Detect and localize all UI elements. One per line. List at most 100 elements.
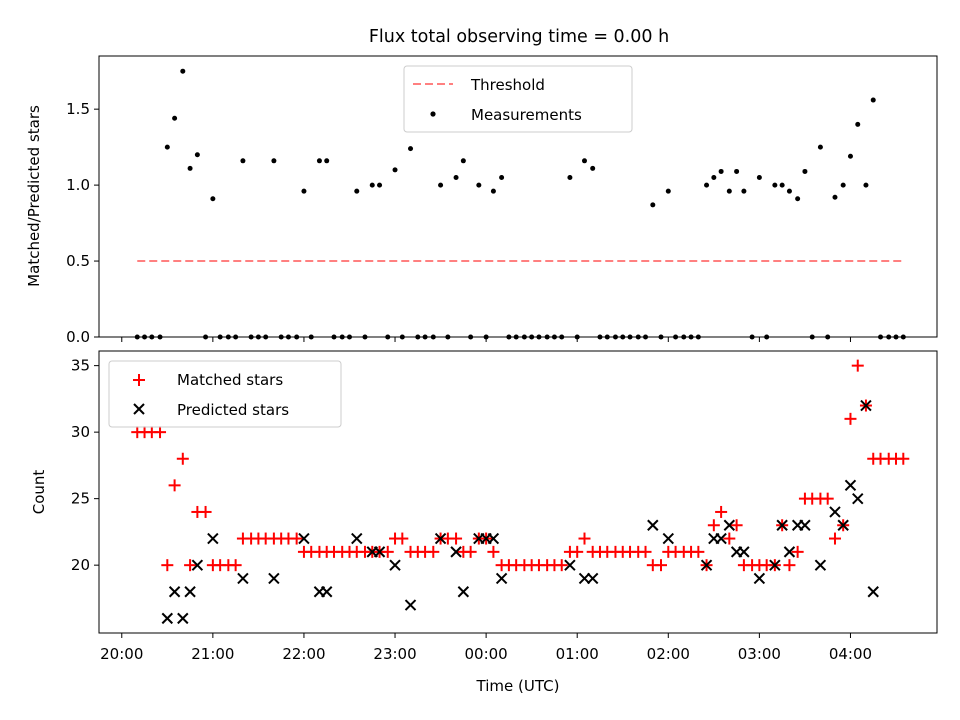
measurement-point bbox=[324, 158, 330, 164]
matched-star-point bbox=[828, 532, 841, 545]
predicted-star-point bbox=[268, 572, 280, 585]
measurement-point bbox=[453, 175, 459, 181]
matched-star-point bbox=[851, 359, 864, 372]
predicted-star-point bbox=[776, 519, 788, 531]
matched-star-point bbox=[897, 452, 910, 465]
measurement-point bbox=[210, 196, 216, 202]
bottom-x-tick-label: 02:00 bbox=[647, 645, 690, 663]
measurement-point bbox=[870, 97, 876, 103]
measurement-point bbox=[172, 115, 178, 121]
measurement-point bbox=[408, 146, 414, 152]
predicted-star-point bbox=[837, 519, 849, 531]
bottom-y-tick-label: 20 bbox=[71, 556, 90, 574]
matched-star-point bbox=[707, 519, 720, 532]
matched-star-point bbox=[184, 559, 197, 572]
matched-star-points bbox=[131, 359, 910, 572]
measurement-point bbox=[369, 182, 375, 188]
matched-star-point bbox=[783, 559, 796, 572]
top-y-tick-label: 1.5 bbox=[66, 100, 90, 118]
measurement-point bbox=[180, 68, 186, 74]
measurement-point bbox=[802, 168, 808, 174]
matched-star-point bbox=[176, 452, 189, 465]
measurement-point bbox=[194, 152, 200, 158]
bottom-x-tick-label: 04:00 bbox=[829, 645, 872, 663]
measurement-point bbox=[726, 188, 732, 194]
predicted-star-point bbox=[457, 586, 470, 598]
predicted-star-point bbox=[799, 519, 811, 531]
predicted-star-point bbox=[852, 492, 864, 505]
matched-star-point bbox=[844, 412, 857, 425]
measurement-point bbox=[438, 182, 444, 188]
predicted-star-point bbox=[753, 572, 766, 585]
predicted-star-point bbox=[389, 559, 401, 571]
measurement-point bbox=[392, 167, 398, 173]
matched-star-point bbox=[199, 505, 212, 518]
matched-star-point bbox=[168, 479, 181, 492]
predicted-star-point bbox=[351, 532, 363, 545]
predicted-star-point bbox=[662, 532, 675, 545]
legend-threshold-label: Threshold bbox=[470, 76, 545, 94]
predicted-star-point bbox=[237, 572, 249, 585]
bottom-legend: Matched stars Predicted stars bbox=[108, 360, 342, 428]
matched-star-point bbox=[639, 545, 652, 558]
bottom-x-tick-label: 21:00 bbox=[191, 645, 234, 663]
matched-star-point bbox=[821, 492, 834, 505]
predicted-star-point bbox=[207, 532, 219, 545]
measurement-point bbox=[832, 194, 838, 200]
predicted-star-point bbox=[168, 586, 181, 598]
measurement-point bbox=[863, 182, 869, 188]
legend-measurement-swatch bbox=[430, 111, 436, 117]
matched-star-point bbox=[571, 545, 584, 558]
measurement-point bbox=[581, 158, 587, 164]
predicted-star-point bbox=[404, 599, 417, 611]
measurement-point bbox=[590, 165, 596, 171]
predicted-star-point bbox=[829, 506, 841, 518]
matched-star-point bbox=[290, 532, 303, 545]
bottom-x-tick-label: 03:00 bbox=[738, 645, 781, 663]
top-panel: Flux total observing time = 0.00 h Match… bbox=[25, 27, 938, 346]
matched-star-point bbox=[692, 545, 705, 558]
predicted-star-point bbox=[191, 559, 204, 571]
measurement-point bbox=[734, 168, 740, 174]
measurement-point bbox=[665, 188, 671, 194]
legend-predicted-label: Predicted stars bbox=[177, 401, 289, 419]
matched-star-point bbox=[427, 545, 440, 558]
predicted-star-point bbox=[434, 532, 447, 545]
matched-star-point bbox=[154, 426, 167, 439]
bottom-plot-frame bbox=[98, 350, 938, 634]
matched-star-point bbox=[450, 532, 463, 545]
predicted-star-point bbox=[487, 532, 500, 545]
matched-star-point bbox=[229, 559, 242, 572]
top-chart-title: Flux total observing time = 0.00 h bbox=[369, 27, 669, 47]
bottom-x-tick-label: 20:00 bbox=[100, 645, 143, 663]
predicted-star-point bbox=[184, 586, 196, 598]
matched-star-point bbox=[730, 519, 743, 532]
bottom-x-ticks: 20:00 21:00 22:00 23:00 00:00 01:00 02:00 03:00… bbox=[100, 633, 872, 663]
matched-star-point bbox=[161, 559, 174, 572]
matched-star-point bbox=[487, 545, 500, 558]
measurement-point bbox=[741, 188, 747, 194]
predicted-star-point bbox=[769, 559, 781, 571]
legend-predicted-swatch bbox=[133, 403, 145, 415]
predicted-star-point bbox=[373, 546, 386, 558]
legend-measurements-label: Measurements bbox=[471, 106, 582, 124]
predicted-star-point bbox=[700, 559, 713, 571]
measurement-point bbox=[779, 182, 785, 188]
bottom-y-tick-label: 30 bbox=[71, 423, 90, 441]
matched-star-point bbox=[715, 505, 728, 518]
predicted-star-point bbox=[321, 586, 333, 598]
predicted-star-point bbox=[161, 612, 174, 625]
measurement-point bbox=[301, 188, 307, 194]
bottom-y-axis-label: Count bbox=[30, 470, 48, 515]
measurement-point bbox=[817, 144, 823, 150]
predicted-star-point bbox=[578, 572, 591, 585]
predicted-star-point bbox=[564, 559, 576, 571]
bottom-y-tick-label: 25 bbox=[71, 490, 90, 508]
top-y-axis-label: Matched/Predicted stars bbox=[25, 105, 43, 287]
bottom-y-ticks: 20 25 30 35 bbox=[71, 357, 99, 574]
top-y-tick-label: 1.0 bbox=[66, 176, 90, 194]
predicted-star-point bbox=[814, 559, 827, 571]
measurement-point bbox=[240, 158, 246, 164]
measurement-point bbox=[377, 182, 383, 188]
